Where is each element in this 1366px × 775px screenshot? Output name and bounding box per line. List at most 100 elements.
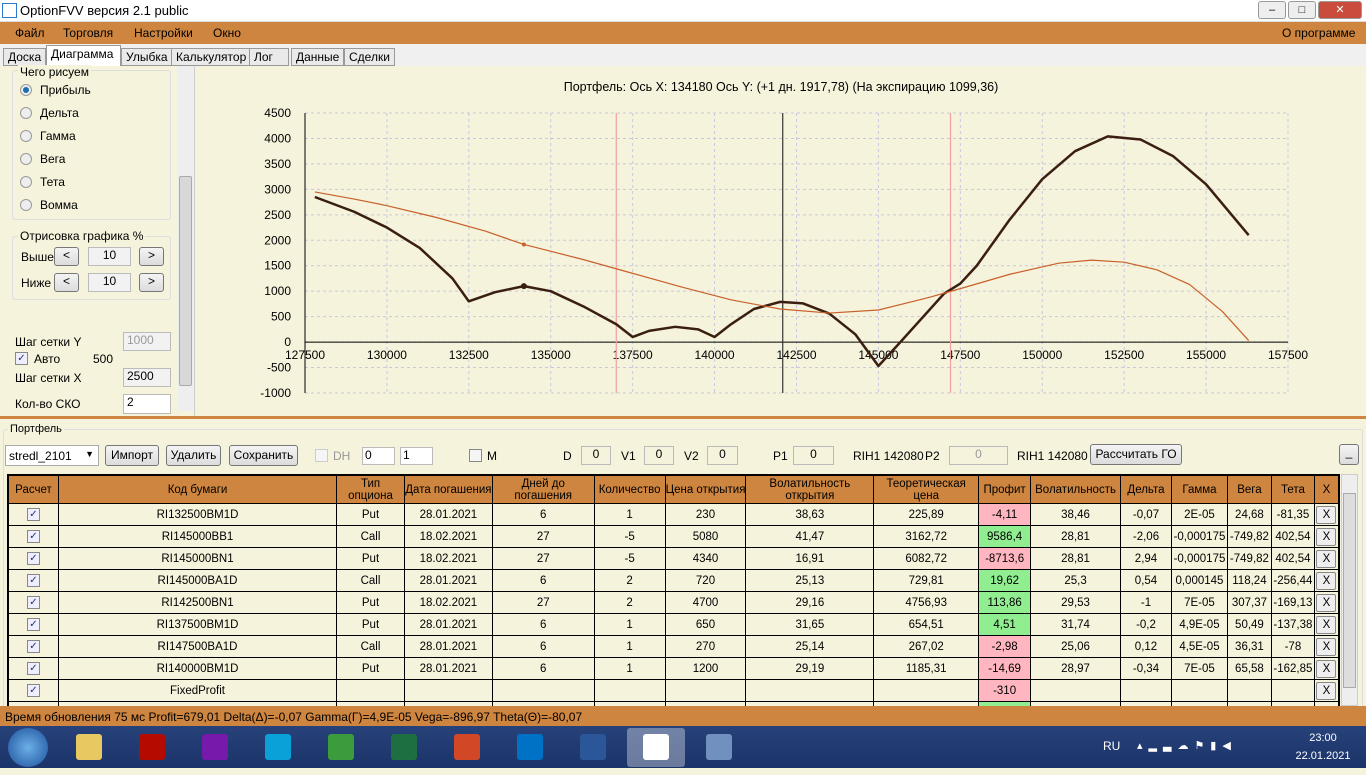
tab-deals[interactable]: Сделки <box>344 48 395 66</box>
grid-x-input[interactable]: 2500 <box>123 368 171 387</box>
table-row[interactable]: ✓ RI145000BN1 Put 18.02.2021 27 -5 4340 16,91 60… <box>8 547 1339 570</box>
menu-file[interactable]: Файл <box>15 26 45 40</box>
column-header[interactable]: Дней до погашения <box>491 475 595 504</box>
grid-y-input[interactable]: 1000 <box>123 332 171 351</box>
tab-diagram[interactable]: Диаграмма <box>46 45 121 66</box>
calc-checkbox-cell[interactable]: ✓ <box>8 547 59 570</box>
radio-2[interactable] <box>20 130 32 142</box>
table-row[interactable]: ✓ RI140000BM1D Put 28.01.2021 6 1 1200 29,19 118… <box>8 657 1339 680</box>
column-header[interactable]: Профит <box>978 475 1032 504</box>
delete-row-button[interactable]: X <box>1316 681 1337 700</box>
column-header[interactable]: Расчет <box>8 475 59 504</box>
delete-row-button[interactable]: X <box>1316 549 1337 568</box>
tab-data[interactable]: Данные <box>291 48 345 66</box>
column-header[interactable]: Код бумаги <box>57 475 338 504</box>
calc-checkbox-cell[interactable]: ✓ <box>8 591 59 614</box>
radio-1[interactable] <box>20 107 32 119</box>
left-panel-scrollbar[interactable] <box>178 66 193 411</box>
taskbar-outlook-icon[interactable] <box>501 728 559 767</box>
column-header[interactable]: Дельта <box>1120 475 1172 504</box>
auto-checkbox[interactable]: ✓ <box>15 352 28 365</box>
menu-about[interactable]: О программе <box>1282 26 1356 40</box>
column-header[interactable]: Тип опциона <box>336 475 405 504</box>
import-button[interactable]: Импорт <box>105 445 159 466</box>
delete-row-button[interactable]: X <box>1316 527 1337 546</box>
calc-checkbox[interactable]: ✓ <box>26 530 40 543</box>
delete-button[interactable]: Удалить <box>166 445 221 466</box>
calc-checkbox[interactable]: ✓ <box>26 596 40 609</box>
p1-input[interactable]: 0 <box>793 446 834 465</box>
taskbar-acrobat-icon[interactable] <box>123 728 181 767</box>
above-decrease-button[interactable]: < <box>54 247 79 266</box>
calc-checkbox-cell[interactable]: ✓ <box>8 503 59 526</box>
taskbar-powerpoint-icon[interactable] <box>438 728 496 767</box>
column-header[interactable]: Количество <box>593 475 666 504</box>
column-header[interactable]: Тета <box>1270 475 1315 504</box>
menu-window[interactable]: Окно <box>213 26 241 40</box>
column-header[interactable]: Теоретическая цена <box>873 475 980 504</box>
calc-checkbox-cell[interactable]: ✓ <box>8 525 59 548</box>
delete-row-button[interactable]: X <box>1316 615 1337 634</box>
taskbar-explorer-icon[interactable] <box>60 728 118 767</box>
calc-checkbox[interactable]: ✓ <box>26 684 40 697</box>
close-button[interactable]: ✕ <box>1318 1 1362 19</box>
below-decrease-button[interactable]: < <box>54 273 79 292</box>
calc-checkbox[interactable]: ✓ <box>26 552 40 565</box>
menu-trading[interactable]: Торговля <box>63 26 114 40</box>
taskbar-onenote-icon[interactable] <box>186 728 244 767</box>
m-checkbox[interactable] <box>469 449 482 462</box>
p2-input[interactable]: 0 <box>949 446 1008 465</box>
calc-checkbox-cell[interactable]: ✓ <box>8 657 59 680</box>
calc-checkbox-cell[interactable]: ✓ <box>8 613 59 636</box>
calc-checkbox[interactable]: ✓ <box>26 574 40 587</box>
delete-row-button[interactable]: X <box>1316 571 1337 590</box>
calculate-go-button[interactable]: Рассчитать ГО <box>1090 444 1182 465</box>
column-header[interactable]: Волатильность <box>1030 475 1122 504</box>
spin-2[interactable]: 1 <box>400 447 433 465</box>
table-row[interactable] <box>8 701 1339 708</box>
dh-checkbox[interactable] <box>315 449 328 462</box>
radio-0[interactable] <box>20 84 32 96</box>
calc-checkbox-cell[interactable]: ✓ <box>8 635 59 658</box>
menu-settings[interactable]: Настройки <box>134 26 193 40</box>
tab-smile[interactable]: Улыбка <box>121 48 173 66</box>
spin-1[interactable]: 0 <box>362 447 395 465</box>
start-button[interactable] <box>8 728 48 767</box>
d-input[interactable]: 0 <box>581 446 611 465</box>
language-indicator[interactable]: RU <box>1103 739 1121 753</box>
tab-log[interactable]: Лог <box>249 48 289 66</box>
taskbar-word-icon[interactable] <box>564 728 622 767</box>
table-row[interactable]: ✓ RI145000BB1 Call 18.02.2021 27 -5 5080 41,47 3… <box>8 525 1339 548</box>
table-row[interactable]: ✓ RI142500BN1 Put 18.02.2021 27 2 4700 29,16 475… <box>8 591 1339 614</box>
tray-icons[interactable]: ▴▂▃☁⚑▮◀ <box>1137 740 1237 752</box>
clock-date[interactable]: 22.01.2021 <box>1295 750 1351 762</box>
save-button[interactable]: Сохранить <box>229 445 298 466</box>
column-header[interactable]: Гамма <box>1170 475 1228 504</box>
table-scrollbar-thumb[interactable] <box>1343 493 1356 688</box>
calc-checkbox[interactable]: ✓ <box>26 508 40 521</box>
column-header[interactable]: Вега <box>1226 475 1272 504</box>
column-header[interactable]: Цена открытия <box>664 475 747 504</box>
v1-input[interactable]: 0 <box>644 446 674 465</box>
radio-3[interactable] <box>20 153 32 165</box>
column-header[interactable]: X <box>1313 475 1339 504</box>
table-row[interactable]: ✓ RI137500BM1D Put 28.01.2021 6 1 650 31,65 654,… <box>8 613 1339 636</box>
column-header[interactable]: Волатильность открытия <box>745 475 875 504</box>
scrollbar-thumb[interactable] <box>179 176 192 386</box>
taskbar-app-icon[interactable] <box>249 728 307 767</box>
table-row[interactable]: ✓ FixedProfit -310 X <box>8 679 1339 702</box>
below-increase-button[interactable]: > <box>139 273 164 292</box>
delete-row-button[interactable]: X <box>1316 593 1337 612</box>
delete-row-button[interactable]: X <box>1316 659 1337 678</box>
radio-5[interactable] <box>20 199 32 211</box>
delete-row-button[interactable]: X <box>1316 637 1337 656</box>
calc-checkbox-cell[interactable]: ✓ <box>8 679 59 702</box>
maximize-button[interactable]: □ <box>1288 1 1316 19</box>
table-row[interactable]: ✓ RI145000BA1D Call 28.01.2021 6 2 720 25,13 729… <box>8 569 1339 592</box>
delete-row-button[interactable]: X <box>1316 505 1337 524</box>
above-increase-button[interactable]: > <box>139 247 164 266</box>
minimize-button[interactable]: – <box>1258 1 1286 19</box>
table-row[interactable]: ✓ RI147500BA1D Call 28.01.2021 6 1 270 25,14 267… <box>8 635 1339 658</box>
v2-input[interactable]: 0 <box>707 446 738 465</box>
tab-calculator[interactable]: Калькулятор <box>171 48 252 66</box>
